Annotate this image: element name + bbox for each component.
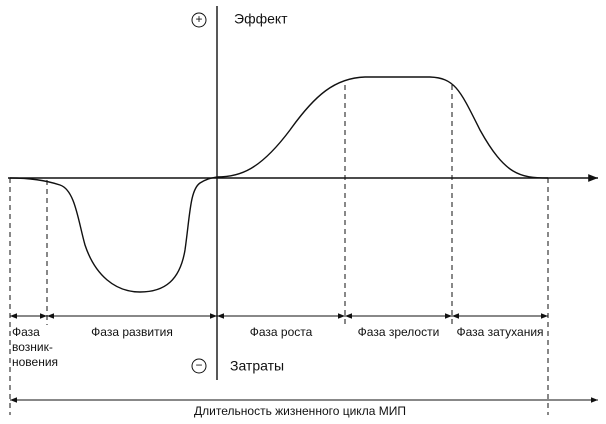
phase-label: Фаза роста bbox=[250, 325, 313, 339]
plus-sign: + bbox=[195, 12, 202, 26]
phase-label: возник- bbox=[12, 340, 53, 354]
minus-sign: − bbox=[195, 358, 202, 372]
plus-circle bbox=[191, 12, 207, 28]
phase-label: Фаза bbox=[12, 325, 40, 339]
phase-label: Фаза зрелости bbox=[358, 325, 440, 339]
phase-label: Фаза затухания bbox=[456, 325, 543, 339]
minus-circle bbox=[191, 358, 207, 374]
duration-label: Длительность жизненного цикла МИП bbox=[194, 404, 406, 418]
phase-label: новения bbox=[12, 355, 58, 369]
effect-label: Эффект bbox=[234, 11, 288, 27]
cost-label: Затраты bbox=[230, 358, 284, 374]
phase-label: Фаза развития bbox=[91, 325, 173, 339]
life-cycle-curve bbox=[9, 76, 549, 293]
